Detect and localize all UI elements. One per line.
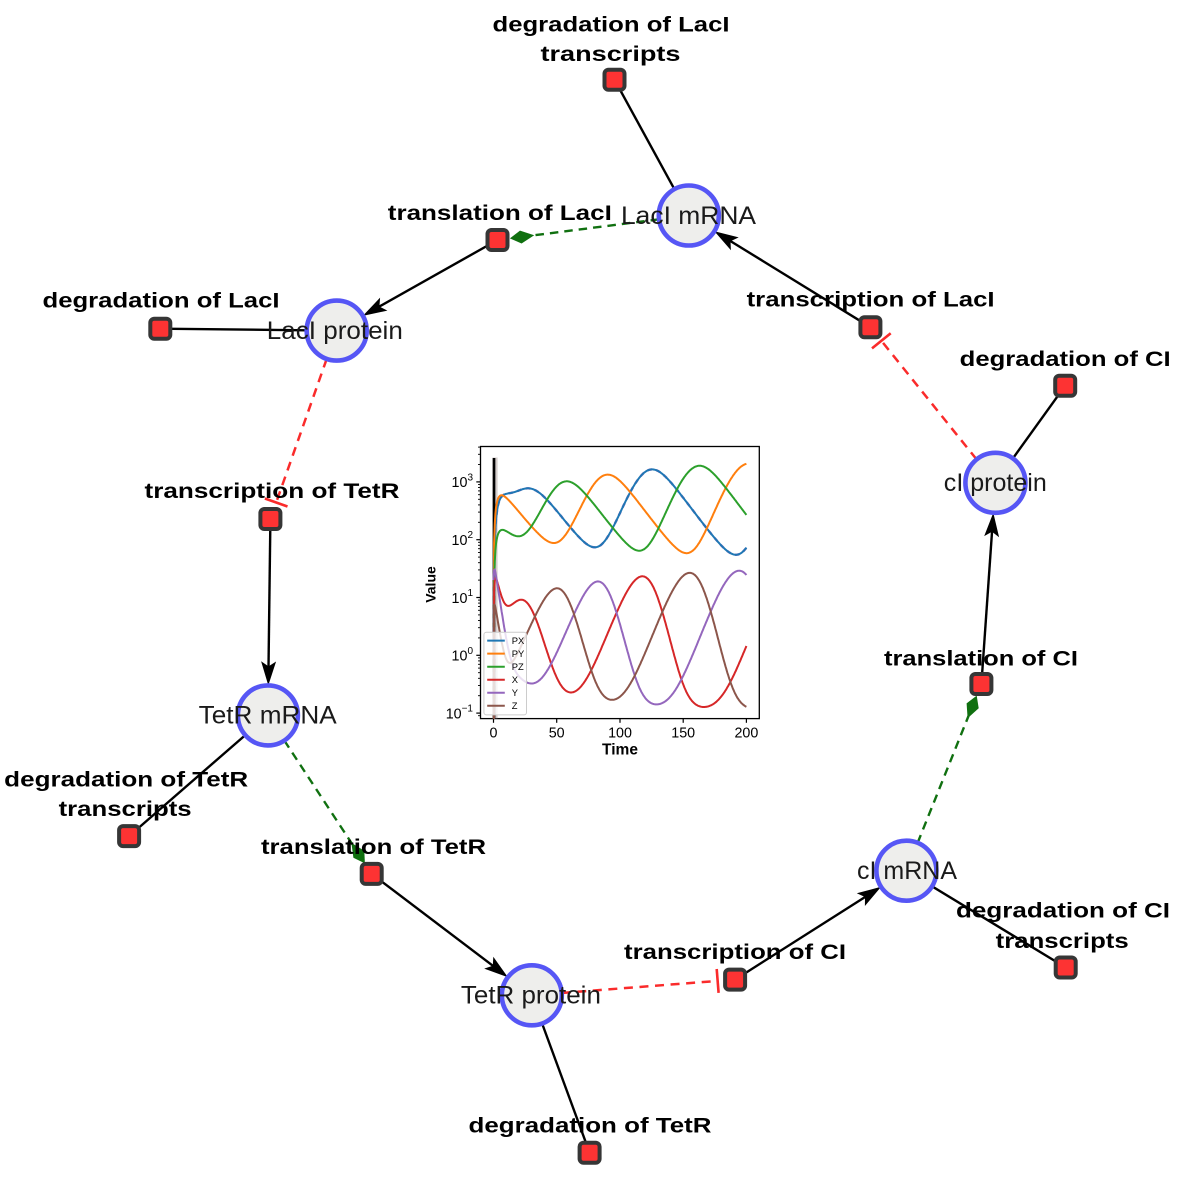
- svg-text:transcription of TetR: transcription of TetR: [145, 480, 400, 503]
- svg-text:translation of LacI: translation of LacI: [388, 202, 612, 225]
- svg-text:transcription of CI: transcription of CI: [624, 941, 846, 964]
- svg-text:translation of CI: translation of CI: [884, 648, 1078, 671]
- svg-text:transcripts: transcripts: [996, 930, 1129, 953]
- svg-text:PX: PX: [512, 635, 525, 646]
- svg-text:200: 200: [734, 726, 758, 742]
- svg-text:50: 50: [549, 726, 565, 742]
- svg-text:0: 0: [490, 726, 498, 742]
- svg-text:degradation of LacI: degradation of LacI: [493, 14, 730, 37]
- svg-text:150: 150: [671, 726, 695, 742]
- svg-text:transcripts: transcripts: [59, 798, 192, 821]
- svg-text:100: 100: [608, 726, 632, 742]
- svg-text:degradation of LacI: degradation of LacI: [43, 289, 280, 312]
- svg-text:X: X: [512, 674, 519, 685]
- svg-text:transcription of LacI: transcription of LacI: [747, 289, 995, 312]
- svg-text:degradation of TetR: degradation of TetR: [4, 769, 248, 792]
- svg-text:Z: Z: [512, 700, 518, 711]
- svg-text:Value: Value: [422, 566, 438, 603]
- svg-text:degradation of TetR: degradation of TetR: [469, 1115, 712, 1138]
- svg-text:TetR protein: TetR protein: [461, 981, 601, 1009]
- svg-text:PZ: PZ: [512, 661, 524, 672]
- svg-text:cI mRNA: cI mRNA: [857, 857, 957, 885]
- svg-text:degradation of CI: degradation of CI: [956, 900, 1170, 923]
- svg-text:translation of TetR: translation of TetR: [261, 836, 486, 859]
- svg-text:Y: Y: [512, 687, 519, 698]
- svg-text:degradation of CI: degradation of CI: [960, 348, 1171, 371]
- svg-text:LacI mRNA: LacI mRNA: [621, 202, 756, 230]
- svg-text:Time: Time: [602, 741, 638, 758]
- svg-text:cI protein: cI protein: [944, 469, 1047, 497]
- svg-text:PY: PY: [512, 648, 525, 659]
- svg-text:TetR mRNA: TetR mRNA: [199, 701, 337, 729]
- svg-text:LacI protein: LacI protein: [267, 317, 403, 345]
- svg-text:transcripts: transcripts: [541, 43, 681, 66]
